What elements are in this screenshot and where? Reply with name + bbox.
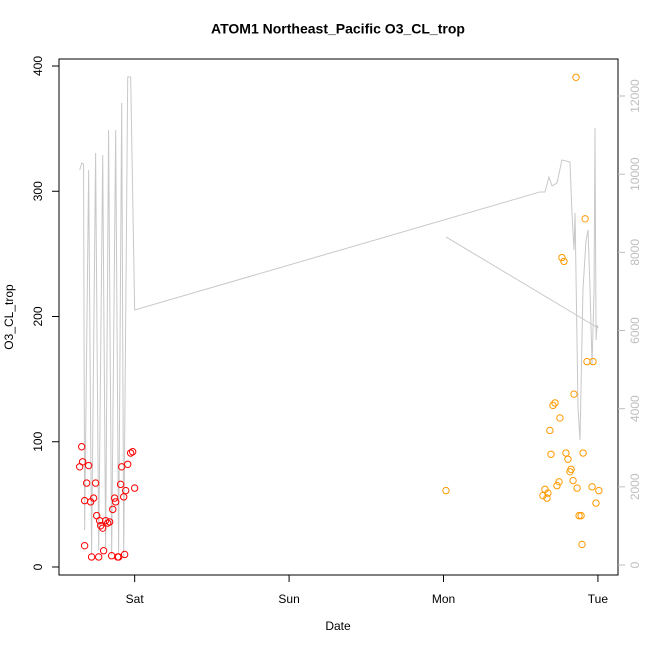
point [130,484,139,492]
x-tick-label: Sun [278,592,299,606]
line [79,76,599,557]
point [569,476,577,485]
point [80,541,89,550]
point [555,478,563,486]
point [588,483,596,491]
point [116,480,125,489]
x-tick-label: Sat [126,592,145,606]
point [110,494,119,502]
point [570,390,578,398]
point [99,524,107,532]
point [109,505,117,514]
point [99,547,108,555]
point [546,426,554,435]
point [544,489,552,497]
point [595,486,603,495]
point [551,399,559,407]
y-axis-label: O3_CL_trop [2,284,16,350]
y-tick-label: 400 [31,56,45,76]
x-tick-label: Mon [432,592,455,606]
point [101,516,110,525]
point [120,550,129,559]
point [564,455,572,463]
y-tick-label: 200 [31,306,45,326]
y-tick-label: 0 [31,563,45,570]
point [581,215,589,223]
point [117,463,126,471]
point [111,498,120,506]
point [87,553,96,561]
point [553,481,561,490]
point [556,414,564,422]
point [567,465,575,473]
y2-tick-label: 12000 [628,79,642,113]
point [124,460,132,468]
point [577,511,585,520]
point [592,499,600,507]
y2-tick-label: 4000 [628,395,642,422]
y2-tick-label: 8000 [628,239,642,266]
point [578,540,586,549]
point [589,357,597,366]
y-tick-label: 100 [31,431,45,451]
point [579,449,587,457]
point [442,486,450,495]
point [549,401,557,410]
point [558,253,566,262]
y2-tick-label: 6000 [628,317,642,344]
point [573,484,581,492]
point [78,458,87,466]
x-tick-label: Tue [588,592,609,606]
chart-title: ATOM1 Northeast_Pacific O3_CL_trop [211,21,465,37]
point [128,448,137,456]
x-axis-label: Date [325,619,351,633]
point [543,494,551,502]
point [89,494,98,502]
point [84,461,93,470]
point [77,443,86,451]
point [82,479,91,487]
plot-box [58,58,619,576]
point [105,518,114,526]
point [572,73,580,81]
y2-tick-label: 0 [628,561,642,568]
point [94,553,103,561]
point [114,553,123,561]
point [126,449,135,457]
point [547,450,555,458]
point [91,479,100,487]
y-tick-label: 300 [31,181,45,201]
y2-tick-label: 2000 [628,473,642,500]
point [103,519,112,527]
point [575,511,583,520]
point [96,521,105,530]
point [560,257,568,266]
point [122,486,130,495]
y2-tick-label: 10000 [628,157,642,191]
